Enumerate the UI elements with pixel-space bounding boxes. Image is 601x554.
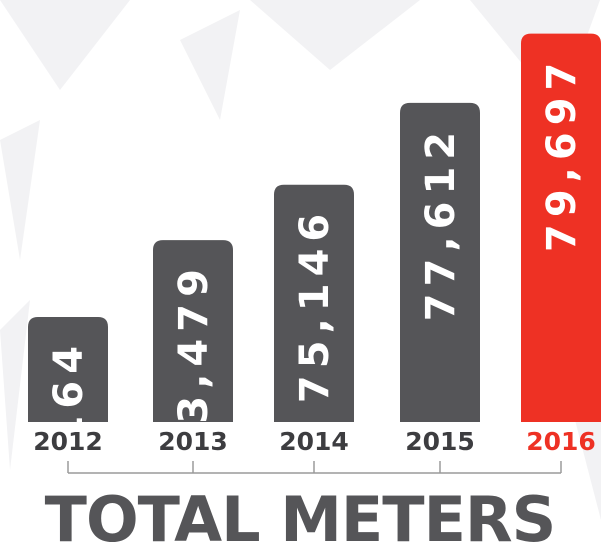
bar-2014	[274, 184, 354, 422]
bar-value-label-2014: 75,146	[292, 207, 338, 403]
bar-2012	[28, 316, 108, 422]
year-label-group: 2012 2013 2014 2015 2016	[33, 427, 596, 456]
year-label-2013: 2013	[158, 427, 228, 456]
background-shard	[0, 0, 130, 90]
background-shard	[250, 0, 420, 70]
bar-value-label-2015: 77,612	[418, 125, 464, 321]
bar-value-label-2016: 79,697	[539, 56, 585, 252]
bar-2015	[400, 102, 480, 422]
bar-2013	[153, 240, 233, 422]
year-label-2015: 2015	[405, 427, 475, 456]
year-label-2012: 2012	[33, 427, 103, 456]
background-shard	[180, 10, 240, 120]
bar-group: 71,164 73,479 75,146 77,612 79,697	[28, 33, 601, 535]
year-label-2014: 2014	[279, 427, 349, 456]
background-shard	[0, 300, 30, 470]
bar-value-label-2013: 73,479	[171, 262, 217, 458]
year-label-2016: 2016	[526, 427, 596, 456]
bar-2016	[521, 33, 601, 422]
category-bracket	[67, 461, 562, 474]
chart-title: TOTAL METERS	[45, 483, 556, 554]
bar-value-label-2012: 71,164	[46, 339, 92, 535]
background-shard	[0, 120, 40, 260]
